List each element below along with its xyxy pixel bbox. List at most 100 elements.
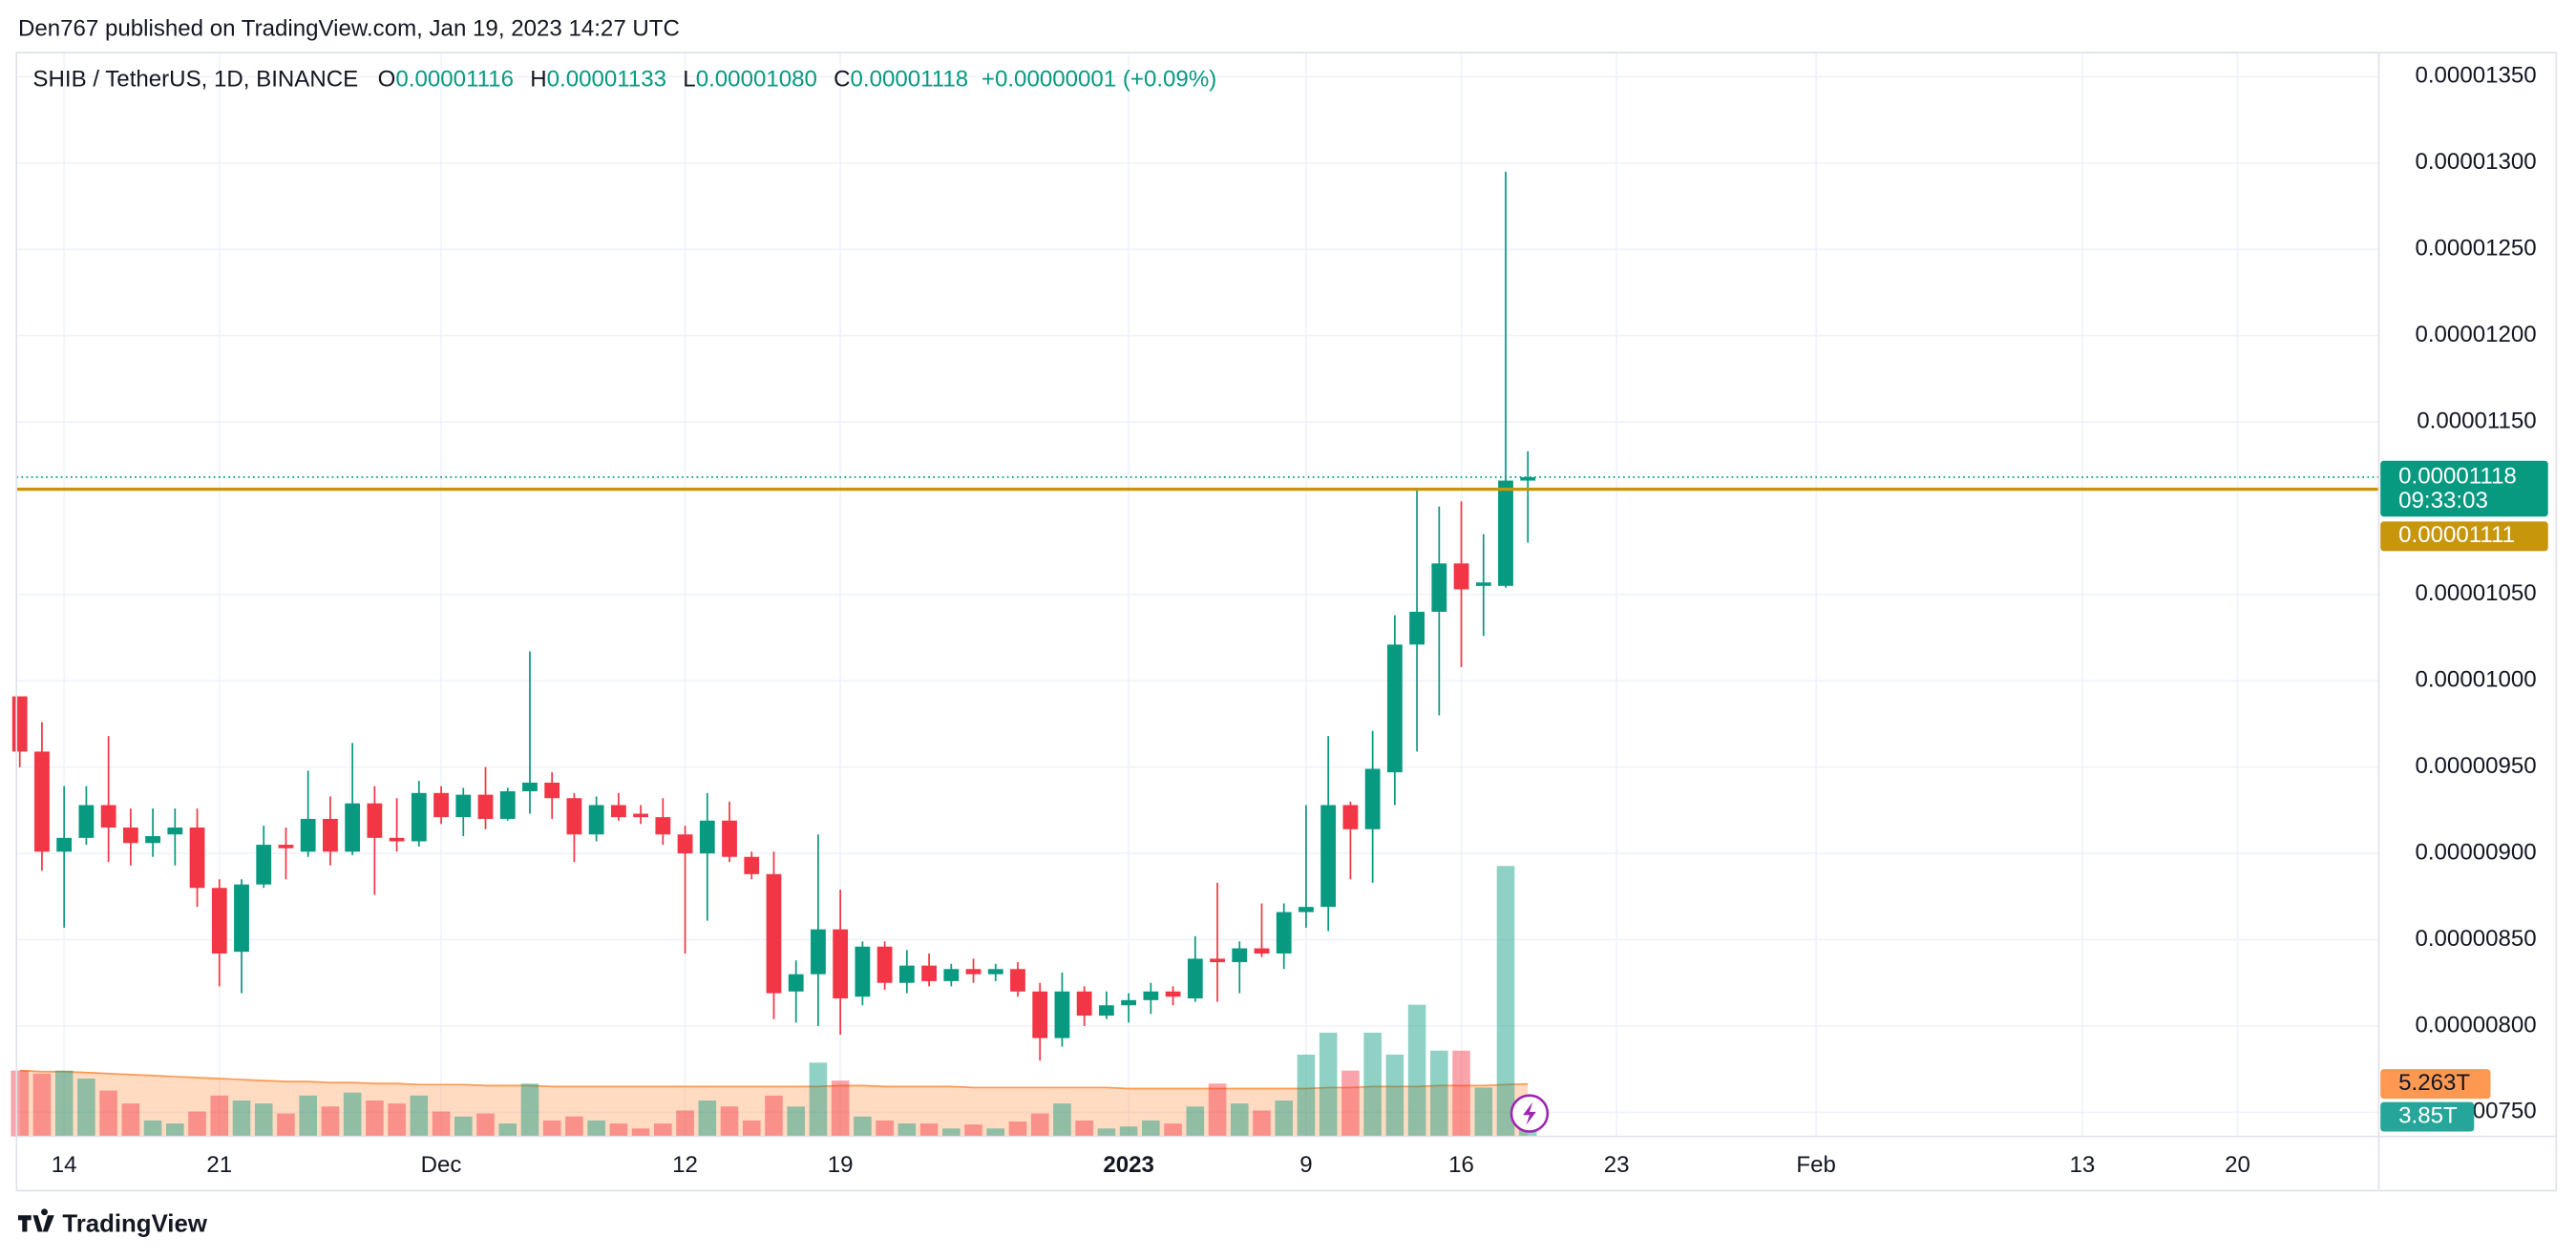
- volume-bar: [299, 1095, 317, 1137]
- x-tick-label: 12: [672, 1152, 698, 1178]
- volume-bar: [166, 1123, 184, 1137]
- volume-bar: [321, 1106, 340, 1137]
- candle-body: [921, 965, 937, 981]
- volume-bar: [210, 1095, 229, 1137]
- volume-bar: [1008, 1121, 1027, 1137]
- x-tick-label: 20: [2225, 1152, 2250, 1178]
- volume-bar: [32, 1073, 52, 1137]
- volume-bar: [1452, 1050, 1470, 1137]
- volume-ma-line: [19, 1069, 1529, 1090]
- volume-bar: [410, 1095, 429, 1137]
- candle-body: [11, 696, 28, 752]
- volume-bar: [277, 1113, 295, 1137]
- y-tick-label: 0.00000850: [2415, 926, 2536, 952]
- volume-bar: [143, 1120, 162, 1137]
- candle-body: [1386, 644, 1403, 773]
- candle-body: [766, 873, 782, 994]
- candle-body: [145, 836, 160, 844]
- volume-bar: [1230, 1103, 1249, 1137]
- volume-bar: [765, 1095, 783, 1137]
- volume-bar: [831, 1080, 850, 1137]
- candle-body: [566, 798, 582, 835]
- candle-body: [811, 929, 826, 975]
- candle-body: [943, 969, 960, 981]
- candle-body: [744, 856, 760, 874]
- candle-body: [987, 969, 1003, 975]
- volume-ma-label-box: [2380, 1069, 2491, 1100]
- volume-bar: [631, 1128, 650, 1137]
- ohlc-key: O: [378, 67, 396, 93]
- candle-body: [833, 929, 849, 999]
- volume-bar: [720, 1106, 739, 1137]
- volume-bar: [366, 1101, 384, 1137]
- y-tick-label: 0.00001300: [2415, 149, 2536, 175]
- x-tick-label: Feb: [1796, 1152, 1836, 1178]
- candle-body: [300, 818, 316, 852]
- candle-body: [1143, 991, 1159, 1000]
- candle-body: [1299, 907, 1314, 912]
- x-tick-label: 21: [206, 1152, 232, 1178]
- volume-bar: [1142, 1120, 1160, 1137]
- x-tick-label: 19: [828, 1152, 854, 1178]
- volume-bar: [343, 1092, 362, 1137]
- volume-bar: [232, 1101, 251, 1137]
- ohlc-value: 0.00001118: [851, 67, 969, 93]
- volume-bar: [1474, 1087, 1493, 1137]
- candle-body: [411, 792, 427, 842]
- candle-body: [1165, 991, 1181, 997]
- candle-body: [699, 820, 715, 854]
- volume-bar: [99, 1090, 117, 1137]
- candle-body: [722, 820, 737, 857]
- volume-bar: [1208, 1083, 1227, 1137]
- x-tick-label: 2023: [1103, 1152, 1154, 1178]
- candle-body: [1342, 805, 1359, 829]
- symbol-legend: SHIB / TetherUS, 1D, BINANCE O0.00001116…: [32, 67, 1216, 93]
- y-tick-label: 0.00001050: [2415, 580, 2536, 606]
- candle-body: [499, 791, 516, 819]
- ohlc-key: L: [683, 67, 695, 93]
- candle-body: [323, 818, 338, 852]
- volume-bar: [520, 1083, 539, 1137]
- volume-bar: [1253, 1110, 1271, 1137]
- candle-body: [876, 946, 893, 983]
- candle-body: [1121, 999, 1137, 1006]
- volume-bar: [1363, 1032, 1382, 1137]
- candle-body: [389, 837, 405, 842]
- candle-body: [367, 803, 383, 838]
- candle-body: [100, 805, 116, 828]
- level-label-box: [2380, 521, 2548, 552]
- y-tick-label: 0.00001350: [2415, 63, 2536, 89]
- y-tick-label: 0.00000950: [2415, 753, 2536, 779]
- candle-body: [1431, 563, 1447, 612]
- volume-bar: [854, 1116, 872, 1137]
- candle-body: [788, 974, 804, 992]
- candle-body: [34, 751, 50, 852]
- candle-body: [278, 845, 294, 849]
- candle-body: [211, 888, 227, 954]
- volume-bar: [454, 1116, 473, 1137]
- volume-bar: [698, 1101, 717, 1137]
- volume-bar: [1119, 1126, 1138, 1137]
- candle-body: [1453, 563, 1469, 590]
- candle-body: [544, 782, 560, 799]
- change-value: +0.00000001 (+0.09%): [982, 67, 1216, 93]
- ohlc-value: 0.00001080: [696, 67, 817, 93]
- candle-body: [1254, 948, 1270, 954]
- volume-bar: [432, 1111, 451, 1137]
- candle-body: [1099, 1005, 1114, 1017]
- candle-body: [1010, 969, 1025, 992]
- candle-body: [477, 794, 494, 819]
- volume-bar: [188, 1111, 206, 1137]
- price-label: 0.00001118: [2398, 463, 2517, 489]
- replay-icon[interactable]: [1510, 1094, 1550, 1133]
- volume-bar: [676, 1110, 694, 1137]
- icon-bolt[interactable]: [1523, 1101, 1536, 1125]
- candle-body: [898, 965, 915, 983]
- candle-body: [78, 805, 95, 838]
- volume-bar: [476, 1113, 495, 1137]
- volume-bar: [1496, 866, 1515, 1137]
- volume-bar: [11, 1070, 30, 1137]
- ohlc-value: 0.00001133: [547, 67, 666, 93]
